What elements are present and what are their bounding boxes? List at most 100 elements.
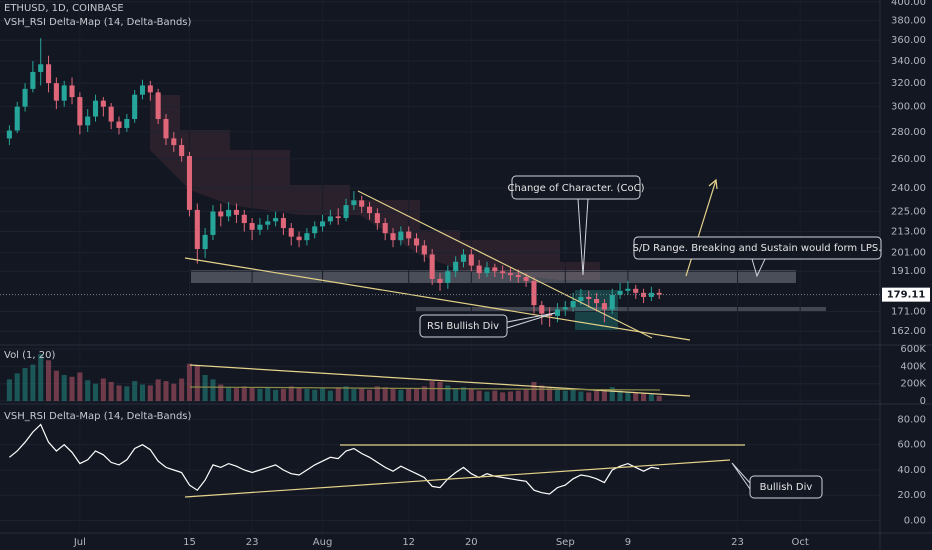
candle-body	[257, 224, 263, 230]
x-tick-label: Aug	[313, 537, 333, 548]
candle-body	[374, 213, 380, 224]
y-tick-label: 280.00	[891, 127, 926, 138]
volume-bar	[61, 375, 67, 402]
volume-bar	[265, 388, 271, 402]
y-tick-label: 300.00	[891, 102, 926, 113]
callouts	[419, 175, 882, 499]
y-tick-label: 162.00	[891, 326, 926, 337]
volume-bar	[413, 388, 420, 402]
candle-body	[413, 238, 420, 246]
candle-body	[304, 233, 310, 241]
candle-body	[132, 94, 138, 120]
volume-bar	[273, 389, 279, 402]
candle-body	[163, 119, 169, 139]
candle-body	[586, 296, 592, 299]
candle-body	[539, 305, 545, 314]
volume-bar	[85, 380, 91, 402]
candle-body	[288, 228, 294, 237]
y-tick-label: 0	[920, 396, 926, 407]
candle-body	[69, 85, 75, 98]
candle-body	[85, 116, 91, 126]
volume-bar	[320, 388, 326, 402]
volume-bar	[233, 388, 239, 402]
volume-bar	[539, 385, 545, 402]
y-tick-label: 60.00	[897, 440, 926, 451]
y-tick-label: 80.00	[897, 414, 926, 425]
volume-bar	[578, 391, 584, 402]
volume-bar	[53, 370, 59, 402]
volume-bar	[69, 376, 75, 402]
volume-bar	[108, 381, 114, 402]
candle-body	[265, 221, 271, 225]
volume-bar	[476, 390, 482, 402]
x-tick-label: Jul	[73, 537, 86, 548]
candle-body	[554, 309, 560, 316]
x-tick-label: Oct	[791, 537, 808, 548]
candle-body	[476, 265, 482, 274]
volume-bar	[22, 368, 28, 402]
y-tick-label: 20.00	[897, 490, 926, 501]
volume-bar	[45, 360, 52, 402]
x-tick-label: 23	[246, 537, 259, 548]
candle-body	[335, 216, 341, 219]
volume-bar	[359, 388, 365, 402]
candle-body	[656, 292, 662, 295]
candle-body	[210, 211, 216, 235]
candle-body	[296, 236, 302, 241]
volume-bar	[296, 388, 302, 402]
y-tick-label: 260.00	[891, 154, 926, 165]
y-tick-label: 240.00	[891, 183, 926, 194]
candle-body	[202, 234, 208, 250]
volume-bar	[601, 388, 607, 402]
x-tick-label: 23	[731, 537, 744, 548]
candle-body	[100, 100, 106, 107]
volume-bar	[249, 387, 255, 402]
volume-bar	[625, 391, 631, 402]
x-tick-label: 15	[183, 537, 196, 548]
candle-body	[38, 64, 44, 72]
volume-bar	[382, 387, 388, 402]
candle-body	[578, 296, 584, 302]
candle-body	[570, 301, 576, 308]
candle-body	[92, 100, 99, 117]
volume-bar	[30, 364, 36, 402]
volume-bar	[124, 386, 130, 402]
y-tick-label: 400K	[900, 361, 926, 372]
candle-body	[179, 145, 185, 157]
candle-body	[343, 205, 349, 219]
volume-bar	[366, 389, 373, 402]
trendlines	[184, 178, 745, 498]
annotation: Change of Character. (CoC)	[508, 183, 645, 194]
candle-body	[280, 218, 286, 229]
volume-bar	[77, 372, 83, 402]
volume-bar	[374, 386, 380, 402]
candle-body	[382, 223, 388, 234]
volume-bar	[132, 381, 138, 402]
volume-bar	[468, 388, 474, 402]
x-tick-label: 9	[625, 537, 631, 548]
volume-bar	[202, 375, 208, 402]
candle-body	[429, 254, 435, 279]
candle-body	[194, 209, 200, 250]
candle-body	[641, 292, 647, 297]
volume-bar	[335, 387, 341, 402]
volume-bar	[484, 391, 490, 402]
volume-bar	[617, 390, 623, 402]
y-tick-label: 213.00	[891, 226, 926, 237]
y-tick-label: 40.00	[897, 465, 926, 476]
candle-body	[124, 119, 130, 128]
candle-body	[233, 209, 239, 215]
chart-title: ETHUSD, 1D, COINBASE	[4, 3, 124, 14]
volume-bar	[343, 386, 349, 402]
volume-bar	[656, 395, 662, 402]
volume-bar	[523, 389, 529, 402]
y-tick-label: 320.00	[891, 78, 926, 89]
candle-body	[633, 288, 639, 293]
volume-bar	[218, 384, 224, 402]
x-tick-label: 12	[402, 537, 415, 548]
candle-body	[351, 200, 357, 206]
volume-bar	[147, 385, 153, 402]
volume-bar	[648, 394, 654, 402]
volume-bar	[312, 389, 318, 402]
volume-bar	[398, 389, 404, 402]
